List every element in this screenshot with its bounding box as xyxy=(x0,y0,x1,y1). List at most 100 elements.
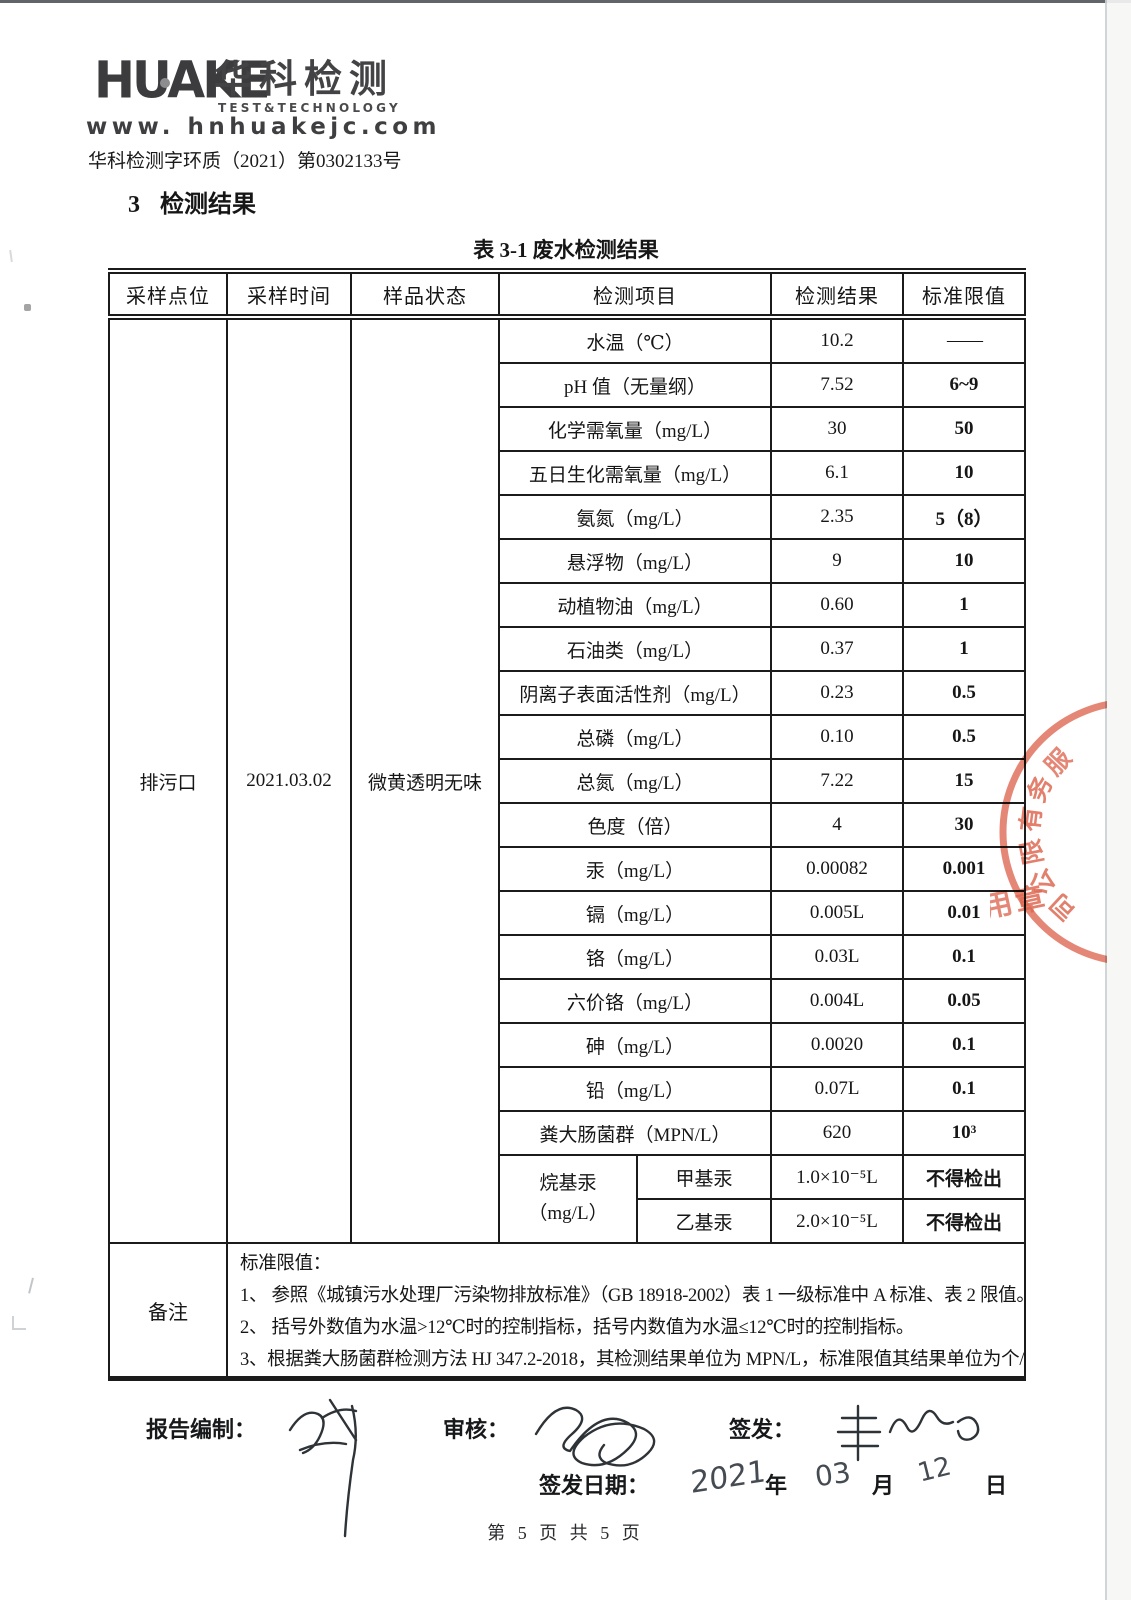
scan-top-edge xyxy=(0,0,1131,3)
stamp-char: 有 xyxy=(1015,805,1047,833)
signature-issue xyxy=(836,1404,980,1462)
doc-number: 华科检测字环质（2021）第0302133号 xyxy=(88,151,402,172)
result-cell: 0.37 xyxy=(770,626,904,672)
sample-time-cell: 2021.03.02 xyxy=(226,316,352,1244)
result-cell: 7.22 xyxy=(770,758,904,804)
result-cell: 0.03L xyxy=(770,934,904,980)
result-cell: 0.00082 xyxy=(770,846,904,892)
item-cell: 动植物油（mg/L） xyxy=(498,582,772,628)
handwritten-year: 2021 xyxy=(689,1453,767,1502)
remark-line: 3、根据粪大肠菌群检测方法 HJ 347.2-2018，其检测结果单位为 MPN… xyxy=(240,1350,1025,1370)
header-cell-sample-point: 采样点位 xyxy=(108,268,228,320)
remark-line: 标准限值： xyxy=(240,1254,332,1274)
limit-cell: 30 xyxy=(902,802,1026,848)
item-cell: 石油类（mg/L） xyxy=(498,626,772,672)
item-cell: 镉（mg/L） xyxy=(498,890,772,936)
table-row: 色度（倍） 4 30 xyxy=(109,802,1026,848)
table-row: 烷基汞 （mg/L） 甲基汞 1.0×10⁻⁵L 不得检出 xyxy=(109,1154,1026,1244)
scan-mark xyxy=(24,304,31,311)
item-cell: 五日生化需氧量（mg/L） xyxy=(498,450,772,496)
table-row: 氨氮（mg/L） 2.35 5（8） xyxy=(109,494,1026,540)
limit-cell: 10 xyxy=(902,450,1026,496)
alkyl-mercury-group-cell: 烷基汞 （mg/L） xyxy=(498,1154,638,1244)
company-stamp: 服 务 有 限 公 司 用 章 xyxy=(990,701,1107,963)
result-cell: 2.0×10⁻⁵L xyxy=(770,1198,904,1244)
limit-cell: 10 xyxy=(902,538,1026,584)
limit-cell: 0.01 xyxy=(902,890,1026,936)
signature-stroke xyxy=(836,1404,980,1462)
item-cell: 氨氮（mg/L） xyxy=(498,494,772,540)
limit-cell: 0.1 xyxy=(902,1066,1026,1112)
handwritten-month: 03 xyxy=(812,1455,853,1494)
remarks-row: 备注 标准限值： 1、 参照《城镇污水处理厂污染物排放标准》（GB 18918-… xyxy=(108,1242,1026,1381)
item-cell: 砷（mg/L） xyxy=(498,1022,772,1068)
limit-cell: 0.5 xyxy=(902,670,1026,716)
table-row: 铬（mg/L） 0.03L 0.1 xyxy=(109,934,1026,980)
result-cell: 10.2 xyxy=(770,316,904,364)
table-row: 化学需氧量（mg/L） 30 50 xyxy=(109,406,1026,452)
limit-cell: 0.5 xyxy=(902,714,1026,760)
table-row: 乙基汞 2.0×10⁻⁵L 不得检出 xyxy=(109,1198,1026,1244)
result-cell: 0.004L xyxy=(770,978,904,1024)
table-row: 悬浮物（mg/L） 9 10 xyxy=(109,538,1026,584)
limit-cell: 0.05 xyxy=(902,978,1026,1024)
header-cell-sample-time: 采样时间 xyxy=(226,268,352,320)
result-cell: 0.10 xyxy=(770,714,904,760)
issue-label: 签发： xyxy=(729,1417,796,1442)
remark-line: 1、 参照《城镇污水处理厂污染物排放标准》（GB 18918-2002）表 1 … xyxy=(240,1286,1025,1306)
table-title: 表 3-1 废水检测结果 xyxy=(473,238,659,262)
sample-state-cell: 微黄透明无味 xyxy=(350,316,500,1244)
limit-cell: 50 xyxy=(902,406,1026,452)
item-cell: 总氮（mg/L） xyxy=(498,758,772,804)
table-row: 砷（mg/L） 0.0020 0.1 xyxy=(109,1022,1026,1068)
result-cell: 2.35 xyxy=(770,494,904,540)
stamp-char: 限 xyxy=(1015,837,1048,867)
section-number: 3 xyxy=(128,192,140,218)
table-row: 铅（mg/L） 0.07L 0.1 xyxy=(109,1066,1026,1112)
section-title: 检测结果 xyxy=(160,192,256,218)
result-cell: 6.1 xyxy=(770,450,904,496)
signature-stroke xyxy=(288,1398,358,1538)
item-cell: 水温（℃） xyxy=(498,316,772,364)
result-cell: 30 xyxy=(770,406,904,452)
item-cell: 色度（倍） xyxy=(498,802,772,848)
table-row: 五日生化需氧量（mg/L） 6.1 10 xyxy=(109,450,1026,496)
table-row: 粪大肠菌群（MPN/L） 620 10³ xyxy=(109,1110,1026,1156)
stamp-circle xyxy=(999,701,1107,963)
company-tagline: TEST&TECHNOLOGY xyxy=(218,101,401,115)
table-header-row: 采样点位 采样时间 样品状态 检测项目 检测结果 标准限值 xyxy=(108,268,1026,320)
group-label-line1: 烷基汞 xyxy=(539,1173,597,1194)
results-table: 采样点位 采样时间 样品状态 检测项目 检测结果 标准限值 排污口 2021.0… xyxy=(108,268,1026,1381)
table-row: 石油类（mg/L） 0.37 1 xyxy=(109,626,1026,672)
scan-mark xyxy=(9,249,13,263)
item-cell: 汞（mg/L） xyxy=(498,846,772,892)
scan-mark xyxy=(12,1316,26,1330)
header-cell-limit: 标准限值 xyxy=(902,268,1026,320)
limit-cell: 0.1 xyxy=(902,1022,1026,1068)
item-cell: 阴离子表面活性剂（mg/L） xyxy=(498,670,772,716)
signature-prepared xyxy=(288,1398,358,1538)
sample-point-cell: 排污口 xyxy=(108,316,228,1244)
logo-dot-icon xyxy=(160,78,170,88)
stamp-char: 章 xyxy=(1012,880,1047,919)
result-cell: 0.0020 xyxy=(770,1022,904,1068)
header-cell-result: 检测结果 xyxy=(770,268,904,320)
limit-cell: —— xyxy=(902,316,1026,364)
company-logo: HUAKE xyxy=(94,50,271,111)
table-row: 汞（mg/L） 0.00082 0.001 xyxy=(109,846,1026,892)
table-row: 总氮（mg/L） 7.22 15 xyxy=(109,758,1026,804)
company-name-cn: 华科检测 xyxy=(214,57,395,101)
item-cell: 乙基汞 xyxy=(636,1198,772,1244)
item-cell: 六价铬（mg/L） xyxy=(498,978,772,1024)
limit-cell: 1 xyxy=(902,582,1026,628)
limit-cell: 不得检出 xyxy=(902,1154,1026,1200)
item-cell: 总磷（mg/L） xyxy=(498,714,772,760)
stamp-char: 服 xyxy=(1039,742,1078,781)
review-label: 审核： xyxy=(443,1417,510,1442)
stamp-char: 用 xyxy=(990,885,1016,924)
month-suffix: 月 xyxy=(872,1473,895,1498)
remark-line: 2、 括号外数值为水温>12℃时的控制指标，括号内数值为水温≤12℃时的控制指标… xyxy=(240,1318,915,1338)
table-row: pH 值（无量纲） 7.52 6~9 xyxy=(109,362,1026,408)
limit-cell: 6~9 xyxy=(902,362,1026,408)
